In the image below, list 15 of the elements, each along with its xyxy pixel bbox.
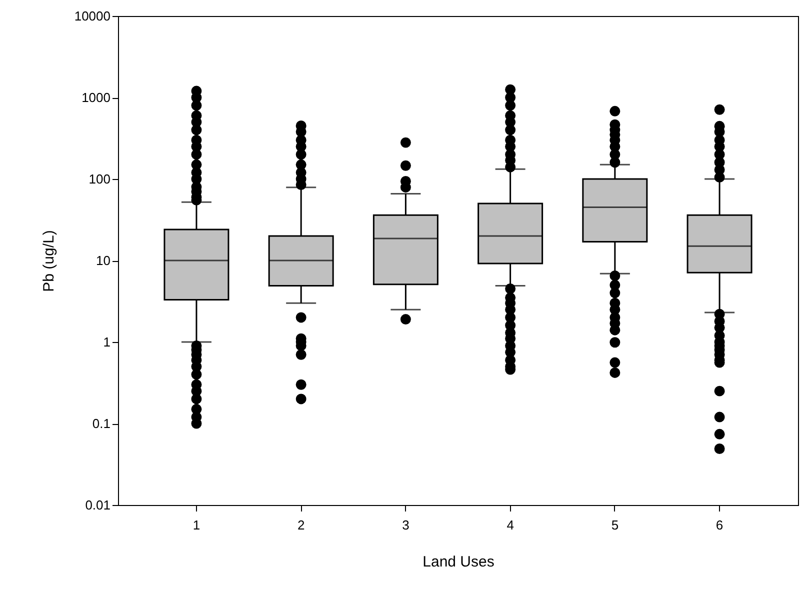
x-tick-label: 4: [506, 518, 514, 532]
y-tick-label: 0.1: [92, 416, 110, 431]
y-tick-label: 0.01: [85, 498, 110, 512]
y-tick-label: 1000: [82, 90, 110, 105]
x-tick-label: 5: [611, 518, 619, 532]
y-tick-label: 10: [96, 253, 110, 268]
y-tick-label: 100: [88, 172, 110, 186]
x-tick-label: 3: [402, 518, 410, 532]
y-tick-label: 1: [103, 334, 110, 350]
x-tick-label: 2: [297, 518, 305, 532]
x-tick-label: 1: [192, 518, 200, 532]
y-axis-title: Pb (ug/L): [40, 230, 58, 292]
x-tick-label: 6: [716, 518, 724, 532]
x-axis-title: Land Uses: [422, 554, 494, 570]
y-tick-label: 10000: [74, 8, 110, 24]
